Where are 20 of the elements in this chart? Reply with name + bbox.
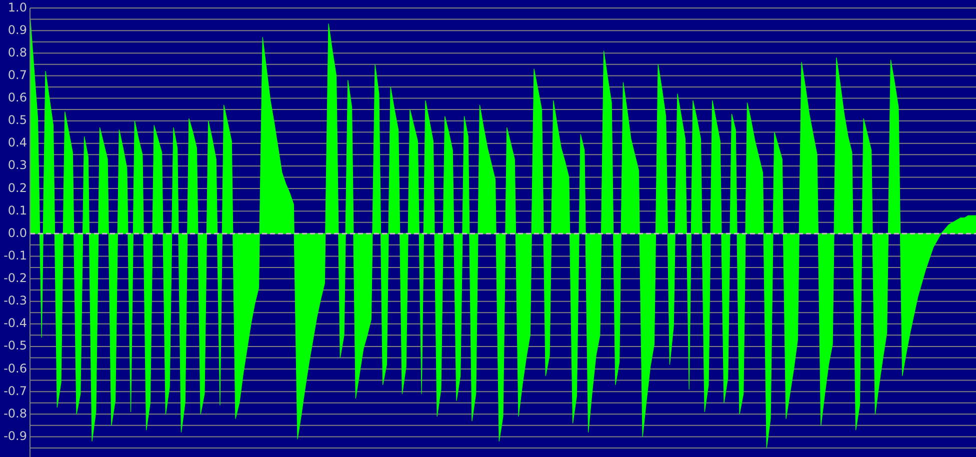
y-tick-label: 0.3 [8,158,27,172]
y-tick-label: 0.9 [8,22,27,37]
y-tick-label: -0.5 [4,338,27,353]
y-tick-label: 0.2 [8,180,27,195]
y-tick-label: -0.4 [4,316,27,330]
y-tick-label: 0.5 [8,113,27,128]
y-tick-label: 0.7 [8,68,27,82]
y-tick-label: 0.8 [8,45,27,60]
y-tick-label: 0.0 [8,226,27,240]
y-tick-label: 0.6 [8,90,27,105]
y-tick-label: 0.4 [8,136,27,150]
y-tick-label: -0.6 [4,361,27,376]
y-tick-label: -0.3 [4,294,27,308]
y-tick-label: -0.2 [4,271,27,286]
y-tick-label: -0.1 [4,248,27,262]
y-tick-label: 0.1 [8,203,27,218]
y-tick-label: -0.7 [4,384,27,398]
y-tick-label: -0.8 [4,406,27,420]
y-tick-label: -0.9 [4,428,27,443]
y-tick-label: 1.0 [8,0,27,14]
